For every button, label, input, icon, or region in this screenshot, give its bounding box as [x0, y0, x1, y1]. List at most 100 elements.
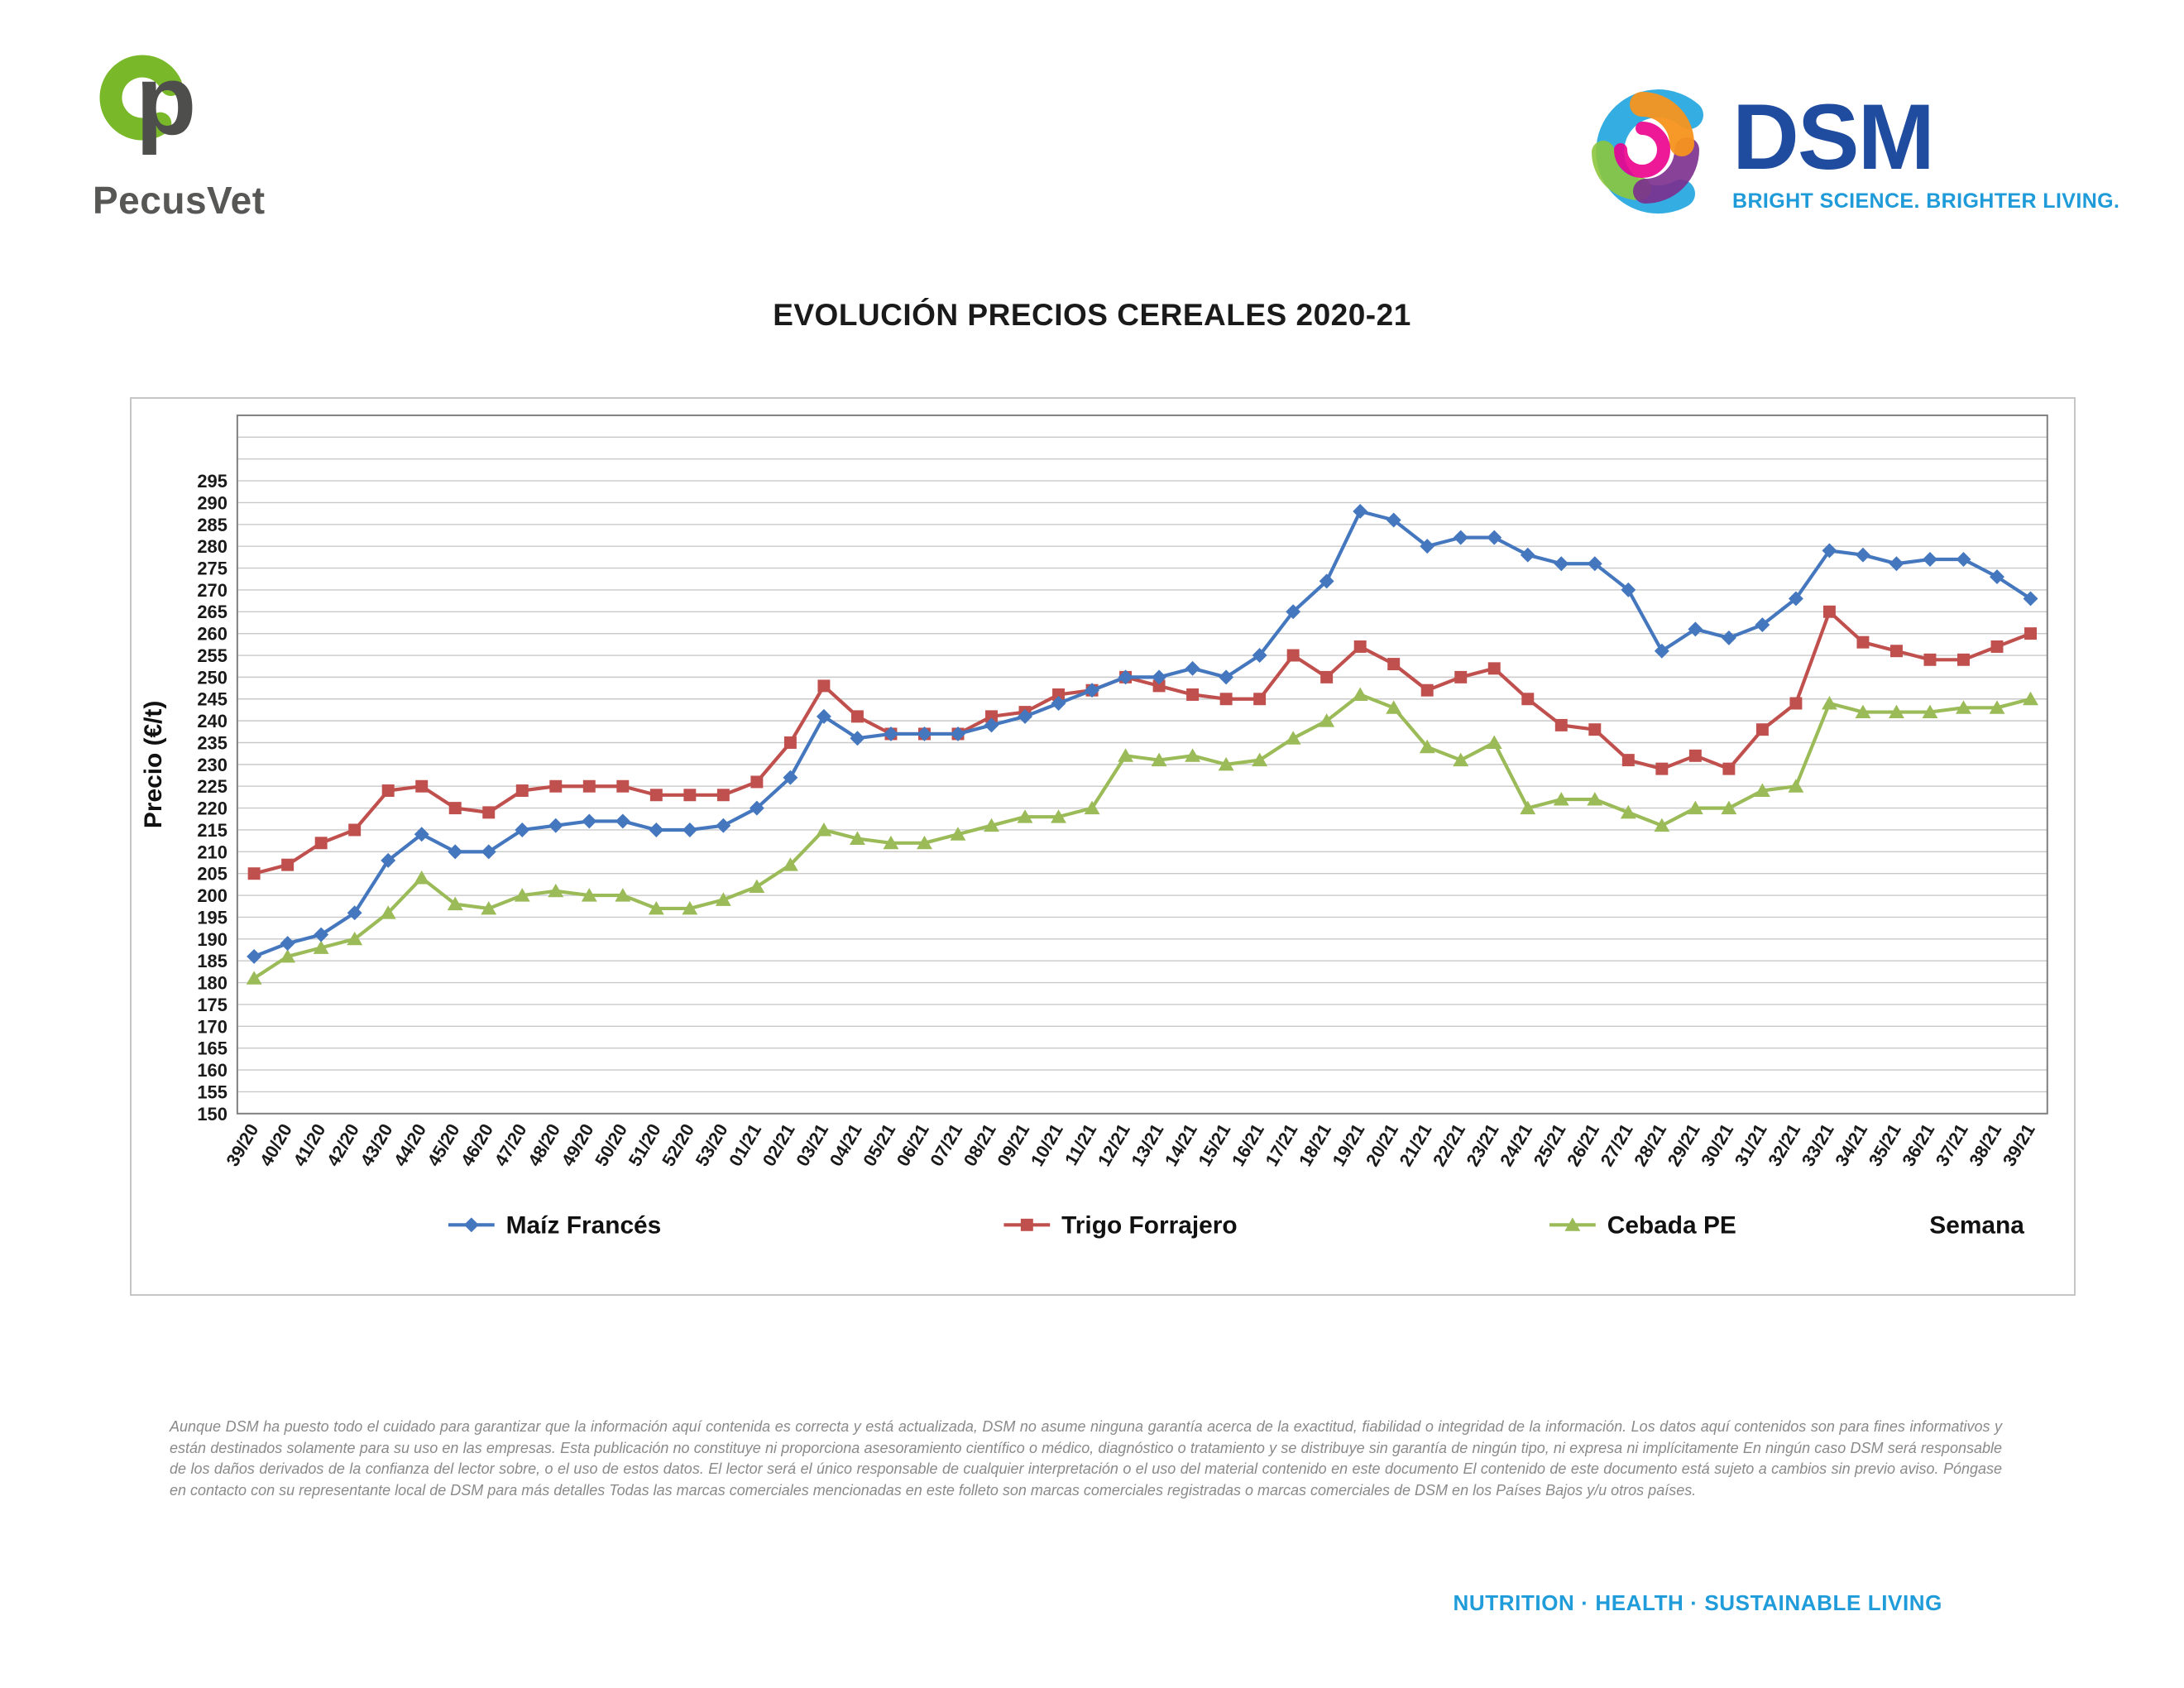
footer-tagline: NUTRITION · HEALTH · SUSTAINABLE LIVING — [1453, 1590, 1942, 1615]
svg-text:235: 235 — [197, 732, 228, 753]
svg-text:44/20: 44/20 — [390, 1120, 430, 1170]
svg-text:02/21: 02/21 — [759, 1120, 799, 1170]
svg-text:05/21: 05/21 — [859, 1120, 899, 1170]
svg-text:20/21: 20/21 — [1362, 1120, 1402, 1170]
svg-text:29/21: 29/21 — [1664, 1120, 1704, 1170]
svg-text:41/20: 41/20 — [289, 1120, 329, 1170]
svg-text:40/20: 40/20 — [256, 1120, 296, 1170]
svg-text:53/20: 53/20 — [692, 1120, 732, 1170]
price-chart: 150 155 160 165 170 175 180 185 190 195 200 205 210 2… — [130, 397, 2076, 1296]
chart-title: EVOLUCIÓN PRECIOS CEREALES 2020-21 — [773, 298, 1411, 332]
svg-text:205: 205 — [197, 864, 228, 885]
disclaimer-text: Aunque DSM ha puesto todo el cuidado par… — [170, 1418, 2002, 1499]
svg-text:07/21: 07/21 — [926, 1120, 966, 1170]
svg-text:06/21: 06/21 — [893, 1120, 933, 1170]
svg-text:180: 180 — [197, 973, 228, 994]
svg-text:33/21: 33/21 — [1798, 1120, 1838, 1170]
dsm-wordmark: DSM — [1732, 85, 1935, 189]
svg-text:31/21: 31/21 — [1731, 1120, 1771, 1170]
svg-text:185: 185 — [197, 951, 228, 971]
svg-text:220: 220 — [197, 798, 228, 819]
dsm-swirl-icon — [1592, 89, 1703, 213]
svg-text:37/21: 37/21 — [1932, 1120, 1972, 1170]
svg-text:270: 270 — [197, 580, 228, 601]
svg-text:26/21: 26/21 — [1563, 1120, 1603, 1170]
svg-text:155: 155 — [197, 1081, 228, 1102]
svg-text:21/21: 21/21 — [1395, 1120, 1435, 1170]
svg-text:51/20: 51/20 — [625, 1120, 665, 1170]
svg-text:50/20: 50/20 — [591, 1120, 631, 1170]
svg-text:165: 165 — [197, 1038, 228, 1059]
svg-text:200: 200 — [197, 885, 228, 906]
svg-text:46/20: 46/20 — [457, 1120, 497, 1170]
svg-text:32/21: 32/21 — [1764, 1120, 1804, 1170]
svg-text:39/21: 39/21 — [1999, 1120, 2039, 1170]
svg-text:150: 150 — [197, 1104, 228, 1125]
svg-text:01/21: 01/21 — [725, 1120, 765, 1170]
svg-text:160: 160 — [197, 1060, 228, 1081]
pecusvet-icon: p — [99, 45, 196, 156]
svg-text:36/21: 36/21 — [1898, 1120, 1938, 1170]
svg-text:48/20: 48/20 — [524, 1120, 564, 1170]
svg-text:45/20: 45/20 — [423, 1120, 463, 1170]
svg-text:295: 295 — [197, 471, 228, 492]
svg-text:34/21: 34/21 — [1831, 1120, 1871, 1170]
svg-text:175: 175 — [197, 995, 228, 1015]
svg-text:04/21: 04/21 — [826, 1120, 866, 1170]
svg-text:250: 250 — [197, 667, 228, 688]
svg-text:260: 260 — [197, 624, 228, 645]
svg-text:23/21: 23/21 — [1462, 1120, 1502, 1170]
svg-text:24/21: 24/21 — [1496, 1120, 1536, 1170]
pecusvet-logo: p PecusVet — [93, 45, 266, 223]
svg-text:275: 275 — [197, 558, 228, 578]
svg-text:39/20: 39/20 — [222, 1120, 262, 1170]
svg-text:42/20: 42/20 — [323, 1120, 363, 1170]
svg-text:35/21: 35/21 — [1865, 1120, 1905, 1170]
pecusvet-wordmark: PecusVet — [93, 179, 266, 222]
svg-text:290: 290 — [197, 492, 228, 513]
svg-text:255: 255 — [197, 645, 228, 666]
svg-text:225: 225 — [197, 776, 228, 797]
svg-text:09/21: 09/21 — [993, 1120, 1033, 1170]
svg-text:240: 240 — [197, 711, 228, 731]
price-chart-canvas: 1501551601651701751801851901952002052102… — [140, 414, 2048, 1239]
svg-text:49/20: 49/20 — [558, 1120, 598, 1170]
svg-text:Semana: Semana — [1929, 1211, 2024, 1239]
svg-text:230: 230 — [197, 755, 228, 775]
svg-text:28/21: 28/21 — [1630, 1120, 1670, 1170]
svg-text:210: 210 — [197, 842, 228, 862]
svg-text:245: 245 — [197, 689, 228, 710]
svg-text:43/20: 43/20 — [356, 1120, 396, 1170]
svg-text:14/21: 14/21 — [1161, 1120, 1201, 1170]
dsm-tagline: BRIGHT SCIENCE. BRIGHTER LIVING. — [1732, 189, 2120, 213]
svg-text:30/21: 30/21 — [1697, 1120, 1737, 1170]
svg-text:27/21: 27/21 — [1597, 1120, 1637, 1170]
svg-text:17/21: 17/21 — [1261, 1120, 1301, 1170]
svg-text:18/21: 18/21 — [1295, 1120, 1335, 1170]
svg-text:195: 195 — [197, 907, 228, 928]
svg-text:13/21: 13/21 — [1127, 1120, 1167, 1170]
svg-text:47/20: 47/20 — [491, 1120, 531, 1170]
svg-text:Maíz Francés: Maíz Francés — [506, 1211, 662, 1239]
svg-text:19/21: 19/21 — [1328, 1120, 1368, 1170]
svg-text:38/21: 38/21 — [1965, 1120, 2005, 1170]
svg-text:190: 190 — [197, 929, 228, 950]
svg-text:52/20: 52/20 — [658, 1120, 698, 1170]
svg-text:08/21: 08/21 — [960, 1120, 1000, 1170]
svg-text:11/21: 11/21 — [1061, 1120, 1100, 1169]
svg-text:215: 215 — [197, 820, 228, 841]
svg-text:12/21: 12/21 — [1094, 1120, 1134, 1170]
svg-text:170: 170 — [197, 1016, 228, 1037]
svg-text:03/21: 03/21 — [792, 1120, 832, 1170]
svg-text:Precio (€/t): Precio (€/t) — [140, 701, 167, 828]
svg-text:285: 285 — [197, 515, 228, 535]
svg-text:22/21: 22/21 — [1429, 1120, 1469, 1170]
svg-text:265: 265 — [197, 602, 228, 622]
dsm-logo: DSM BRIGHT SCIENCE. BRIGHTER LIVING. — [1565, 70, 2119, 228]
svg-text:280: 280 — [197, 536, 228, 557]
svg-text:15/21: 15/21 — [1194, 1120, 1234, 1170]
svg-text:Cebada PE: Cebada PE — [1607, 1211, 1736, 1239]
svg-text:p: p — [136, 48, 196, 156]
svg-text:25/21: 25/21 — [1530, 1120, 1570, 1170]
svg-text:Trigo Forrajero: Trigo Forrajero — [1061, 1211, 1237, 1239]
